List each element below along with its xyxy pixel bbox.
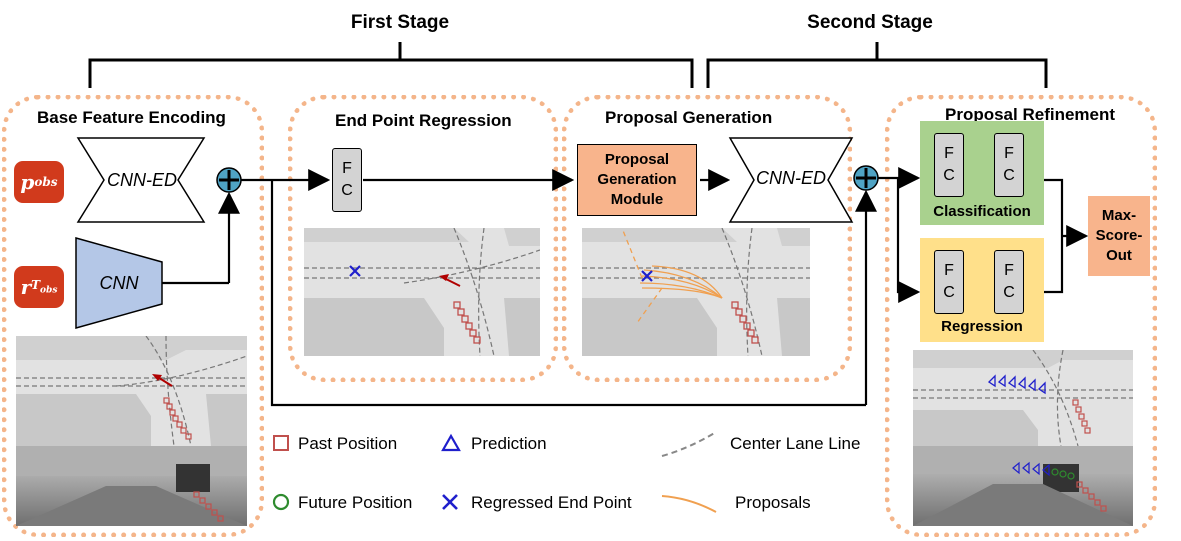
base-feature-encoding-section (2, 95, 264, 537)
proposal-generation-module-label: Proposal Generation Module (597, 151, 677, 208)
base-feature-encoding-title: Base Feature Encoding (37, 108, 226, 127)
legend-future-position: Future Position (298, 493, 413, 512)
stage-brackets (88, 42, 1048, 88)
cnn-label: CNN (99, 273, 139, 293)
future-position-icon (272, 493, 290, 511)
proposal-generation-module: Proposal Generation Module (577, 144, 697, 216)
fc-f: F (342, 160, 352, 177)
refine-scene-street (913, 446, 1133, 526)
endpoint-scene-map (304, 228, 540, 356)
refine-street-svg (913, 446, 1133, 526)
base-street-svg (16, 446, 247, 526)
p-obs-main: p (20, 170, 35, 194)
end-point-regression-section (288, 95, 558, 382)
end-point-regression-title: End Point Regression (335, 111, 512, 130)
r-main: r (20, 275, 32, 299)
base-scene-map (16, 336, 247, 446)
fc-reg-2-f: F (1004, 262, 1014, 279)
cnn-ed-2-shape (728, 137, 854, 223)
r-sub: T (31, 278, 41, 293)
proposals-icon (661, 495, 717, 513)
fc-reg-1-c: C (943, 284, 955, 301)
endpoint-map-svg (304, 228, 540, 356)
classification-label: Classification (933, 203, 1031, 220)
regression-label: Regression (941, 318, 1023, 335)
proposal-refinement-title: Proposal Refinement (945, 105, 1116, 124)
first-stage-title: First Stage (350, 12, 450, 33)
refine-scene-map (913, 350, 1133, 446)
legend-proposals: Proposals (735, 493, 811, 512)
fc-block-endpoint: F C (332, 148, 362, 212)
max-score-out-label: Max-Score-Out (1095, 207, 1143, 264)
legend-past-position: Past Position (298, 434, 398, 453)
cnn-shape (75, 237, 163, 329)
max-score-out-box: Max-Score-Out (1088, 196, 1150, 276)
base-scene-street (16, 446, 247, 526)
second-stage-title: Second Stage (807, 12, 933, 33)
base-map-svg (16, 336, 247, 446)
cnn-ed-1-shape (76, 137, 206, 223)
proposal-scene-map (582, 228, 810, 356)
refine-map-svg (913, 350, 1133, 446)
fc-class-1-c: C (943, 167, 955, 184)
proposal-generation-section (562, 95, 852, 382)
prediction-icon (441, 433, 461, 452)
cnn-ed-1-label: CNN-ED (107, 170, 177, 190)
past-position-icon (273, 435, 289, 451)
fc-class-2-f: F (1004, 145, 1014, 162)
cnn-ed-2-label: CNN-ED (756, 168, 826, 188)
r-subsub: obs (40, 285, 58, 296)
legend-center-lane-line: Center Lane Line (730, 434, 861, 453)
center-lane-line-icon (661, 431, 717, 457)
fc-reg-2-c: C (1003, 284, 1015, 301)
r-t-obs-input: r Tobs (14, 266, 64, 308)
p-obs-sub: obs (34, 175, 58, 189)
proposal-refinement-section (885, 95, 1157, 537)
fc-reg-1-f: F (944, 262, 954, 279)
plus-node-1 (216, 167, 242, 193)
p-obs-input: p obs (14, 161, 64, 203)
proposal-generation-title: Proposal Generation (605, 108, 773, 127)
fc-c: C (341, 182, 353, 199)
fc-class-1-f: F (944, 145, 954, 162)
proposal-map-svg (582, 228, 810, 356)
regressed-end-point-icon (442, 494, 458, 510)
legend-regressed-end-point: Regressed End Point (471, 493, 632, 512)
fc-class-2-c: C (1003, 167, 1015, 184)
legend-prediction: Prediction (471, 434, 547, 453)
